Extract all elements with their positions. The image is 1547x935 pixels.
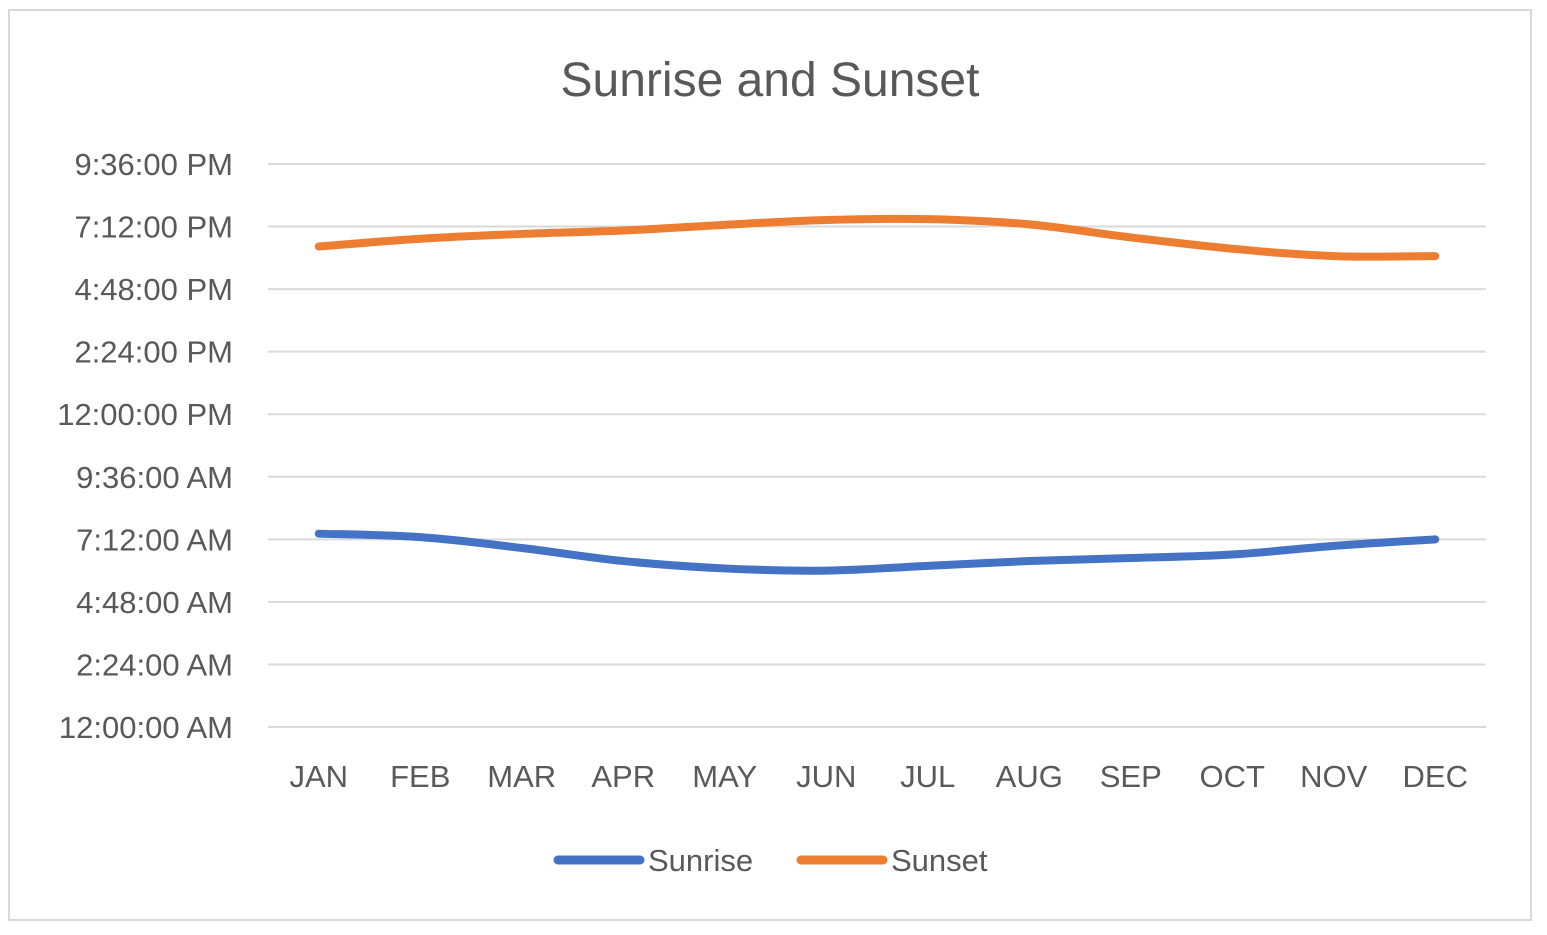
x-tick-label: MAR [487, 759, 556, 794]
y-axis: 12:00:00 AM 2:24:00 AM 4:48:00 AM 7:12:00 A… [57, 147, 233, 745]
y-tick-label: 4:48:00 AM [76, 585, 233, 620]
chart-title: Sunrise and Sunset [561, 54, 980, 107]
x-tick-label: DEC [1403, 759, 1468, 794]
y-tick-label: 12:00:00 PM [57, 397, 233, 432]
x-tick-label: JUL [900, 759, 955, 794]
x-tick-label: SEP [1100, 759, 1162, 794]
y-tick-label: 4:48:00 PM [74, 272, 233, 307]
x-tick-label: MAY [692, 759, 757, 794]
x-tick-label: AUG [996, 759, 1063, 794]
x-tick-label: FEB [390, 759, 450, 794]
legend-item-sunrise: Sunrise [553, 843, 753, 878]
y-tick-label: 7:12:00 PM [74, 210, 233, 245]
x-tick-label: OCT [1200, 759, 1266, 794]
x-tick-label: JUN [796, 759, 856, 794]
legend: Sunrise Sunset [553, 843, 988, 878]
x-axis: JAN FEB MAR APR MAY JUN JUL AUG SEP OCT NOV DEC [289, 759, 1468, 794]
y-tick-label: 2:24:00 AM [76, 647, 233, 682]
legend-label: Sunrise [648, 843, 753, 878]
x-tick-label: APR [591, 759, 655, 794]
x-tick-label: NOV [1300, 759, 1368, 794]
y-tick-label: 9:36:00 AM [76, 460, 233, 495]
series-lines [314, 214, 1440, 575]
gridlines [268, 163, 1486, 728]
series-line-sunrise [314, 529, 1440, 575]
x-tick-label: JAN [289, 759, 348, 794]
chart-frame [8, 9, 1532, 921]
y-tick-label: 12:00:00 AM [59, 710, 233, 745]
series-line-sunset [314, 214, 1440, 261]
legend-item-sunset: Sunset [796, 843, 988, 878]
y-tick-label: 9:36:00 PM [74, 147, 233, 182]
legend-label: Sunset [891, 843, 988, 878]
y-tick-label: 2:24:00 PM [74, 335, 233, 370]
y-tick-label: 7:12:00 AM [76, 522, 233, 557]
